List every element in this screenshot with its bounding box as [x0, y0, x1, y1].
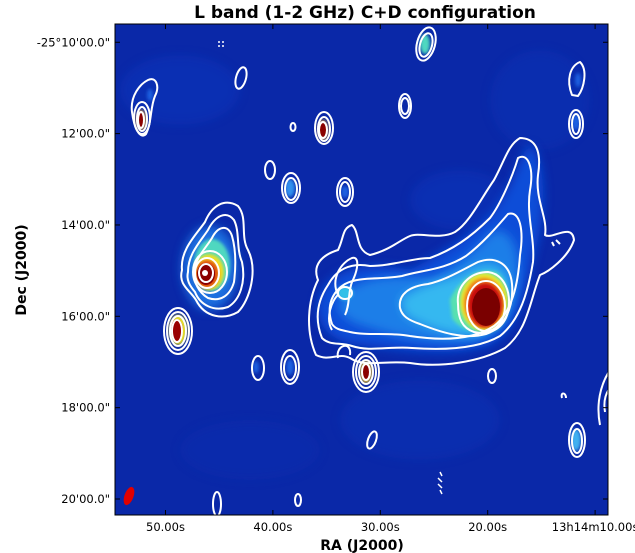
contour-main-2 [316, 155, 535, 350]
y-tick-label-2: 14'00.0" [61, 218, 110, 232]
contour-small-19 [294, 493, 302, 507]
contour-small-8 [398, 93, 412, 119]
contour-left-3 [193, 227, 237, 301]
contour-small-9 [400, 97, 410, 115]
contour-small-22 [218, 41, 224, 47]
contour-rl-4 [603, 388, 608, 413]
contour-main-knot [337, 286, 353, 300]
contour-ll-3 [169, 315, 187, 347]
contour-tm-3 [318, 121, 328, 139]
contour-small-6 [336, 177, 354, 207]
contour-small-17 [212, 491, 222, 515]
y-tick-label-3: 16'00.0" [61, 309, 110, 323]
contour-tm-1 [314, 111, 334, 145]
contour-small-16 [366, 430, 378, 450]
contour-small-4 [281, 172, 301, 204]
contour-ll-4 [171, 319, 183, 343]
contour-small-13 [251, 355, 265, 381]
plot-area [115, 24, 608, 515]
contour-ml-1 [352, 351, 380, 393]
contour-small-2 [289, 122, 297, 132]
chart-title: L band (1-2 GHz) C+D configuration [194, 3, 536, 23]
contour-small-15 [283, 355, 297, 381]
contour-ll-2 [166, 311, 190, 351]
contour-small-20 [560, 392, 567, 399]
contour-tr-2 [418, 32, 434, 58]
contour-small-23 [551, 239, 561, 247]
y-tick-label-4: 18'00.0" [61, 401, 110, 415]
contour-small-21 [437, 471, 443, 495]
contour-left-4 [192, 250, 228, 294]
contour-left-1 [180, 201, 254, 318]
y-axis-label: Dec (J2000) [14, 224, 30, 315]
contour-small-5 [284, 177, 298, 201]
contour-main-spur [336, 344, 352, 359]
contour-tl-3 [136, 106, 148, 132]
contour-main-tail [328, 256, 359, 331]
contour-ll-1 [163, 307, 193, 355]
contour-ml-2 [355, 355, 377, 389]
contour-small-7 [339, 181, 351, 203]
plot-frame [114, 23, 609, 516]
contour-left-6 [198, 263, 214, 283]
contour-tr-1 [415, 26, 437, 62]
beam-ellipse [123, 486, 135, 506]
x-tick-label-3: 20.00s [468, 520, 507, 534]
y-tick-label-5: 20'00.0" [61, 492, 110, 506]
x-tick-label-2: 30.00s [361, 520, 400, 534]
y-axis: -25°10'00.0" 12'00.0" 14'00.0" 16'00.0" 18'0… [37, 35, 608, 506]
contours [130, 26, 608, 515]
noise-layer [120, 50, 590, 480]
contour-small-18 [487, 368, 497, 384]
contour-left-2 [186, 214, 245, 310]
y-tick-label-1: 12'00.0" [61, 127, 110, 141]
y-tick-label-0: -25°10'00.0" [37, 35, 110, 49]
contour-rl-1 [568, 422, 586, 458]
contour-main-4 [398, 258, 514, 338]
contour-small-3 [264, 160, 276, 180]
contour-small-1 [234, 66, 248, 90]
contour-main-1 [308, 137, 575, 366]
contour-main-5 [456, 271, 510, 334]
x-tick-label-4: 13h14m10.00s [552, 520, 635, 534]
compact-source-top-right [420, 34, 430, 54]
contour-main-6 [466, 280, 506, 332]
x-tick-label-0: 50.00s [146, 520, 185, 534]
contour-main-3 [328, 212, 523, 340]
contour-ml-4 [361, 363, 371, 381]
contour-small-12 [568, 61, 586, 97]
contour-ml-3 [358, 359, 374, 385]
x-axis-label: RA (J2000) [320, 538, 403, 553]
contour-small-11 [571, 113, 581, 135]
x-tick-label-1: 40.00s [253, 520, 292, 534]
source-left-bright [182, 226, 238, 310]
x-axis: 50.00s 40.00s 30.00s 20.00s 13h14m10.00s [146, 24, 635, 534]
contour-tl-4 [137, 111, 145, 129]
contour-tm-2 [317, 116, 331, 142]
contour-rl-2 [571, 428, 583, 454]
contour-small-10 [568, 109, 584, 139]
contour-tl-2 [133, 101, 151, 135]
contour-small-14 [280, 349, 300, 385]
faint-sources [147, 73, 581, 375]
contour-left-5 [194, 257, 220, 289]
